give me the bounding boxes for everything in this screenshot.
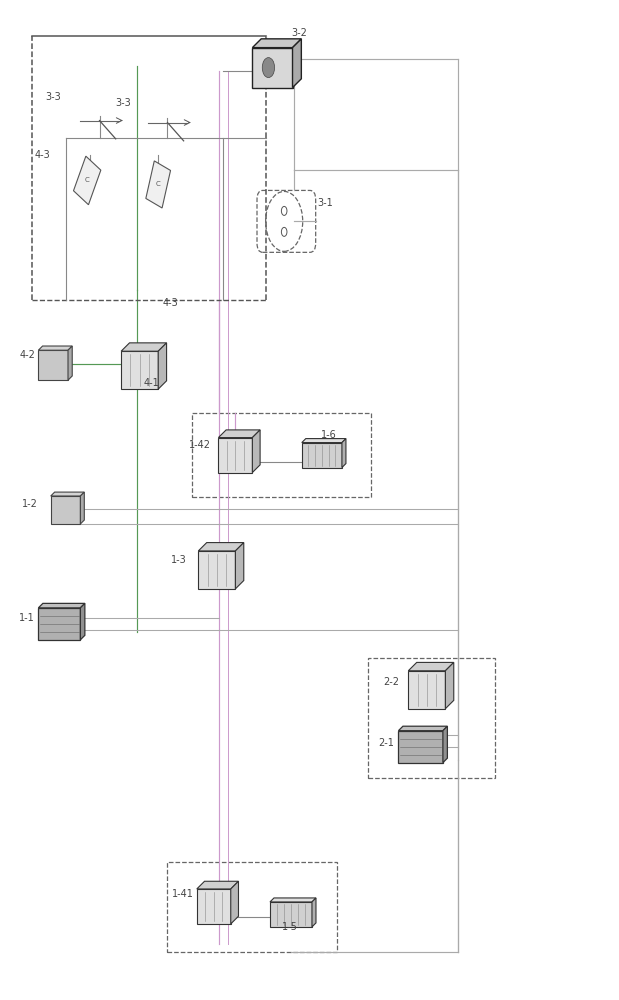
Text: 1-3: 1-3: [171, 555, 186, 565]
Polygon shape: [74, 156, 101, 205]
Text: 3-1: 3-1: [317, 198, 332, 208]
Polygon shape: [51, 492, 84, 496]
Text: 1-1: 1-1: [19, 613, 35, 623]
Polygon shape: [253, 430, 260, 473]
Polygon shape: [446, 662, 454, 709]
Polygon shape: [38, 346, 72, 350]
Polygon shape: [219, 438, 253, 473]
Polygon shape: [270, 898, 316, 902]
Text: C: C: [156, 181, 160, 187]
Text: 3-2: 3-2: [292, 28, 308, 38]
Polygon shape: [197, 889, 231, 924]
Polygon shape: [68, 346, 72, 380]
Polygon shape: [312, 898, 316, 927]
Polygon shape: [80, 603, 85, 640]
Text: 3-3: 3-3: [46, 92, 61, 102]
Polygon shape: [198, 543, 244, 551]
Polygon shape: [197, 881, 238, 889]
Polygon shape: [121, 351, 158, 389]
Polygon shape: [342, 439, 346, 468]
Polygon shape: [253, 39, 301, 48]
Polygon shape: [399, 726, 448, 731]
Text: 1-5: 1-5: [282, 922, 298, 932]
Polygon shape: [38, 608, 80, 640]
Polygon shape: [235, 543, 244, 589]
Text: 1-41: 1-41: [172, 889, 194, 899]
Text: 1-6: 1-6: [321, 430, 336, 440]
Polygon shape: [302, 439, 346, 443]
Text: 3-3: 3-3: [115, 98, 131, 108]
Polygon shape: [409, 662, 454, 671]
Polygon shape: [443, 726, 448, 763]
Text: 2-1: 2-1: [379, 738, 394, 748]
Circle shape: [262, 58, 275, 78]
Polygon shape: [80, 492, 84, 524]
Text: 4-3: 4-3: [163, 298, 178, 308]
Text: 4-2: 4-2: [19, 350, 35, 360]
Polygon shape: [146, 161, 171, 208]
Polygon shape: [293, 39, 301, 88]
Polygon shape: [51, 496, 80, 524]
Text: 1-2: 1-2: [22, 499, 38, 509]
Polygon shape: [399, 731, 443, 763]
Polygon shape: [219, 430, 260, 438]
Polygon shape: [198, 551, 235, 589]
Polygon shape: [231, 881, 238, 924]
Polygon shape: [302, 443, 342, 468]
Polygon shape: [409, 671, 446, 709]
Polygon shape: [38, 350, 68, 380]
Polygon shape: [121, 343, 167, 351]
Polygon shape: [270, 902, 312, 927]
Text: 4-3: 4-3: [35, 150, 50, 160]
Polygon shape: [253, 48, 293, 88]
Text: 1-42: 1-42: [189, 440, 211, 450]
Text: 4-1: 4-1: [144, 378, 160, 388]
Text: 2-2: 2-2: [384, 677, 400, 687]
Polygon shape: [38, 603, 85, 608]
Polygon shape: [158, 343, 167, 389]
Text: C: C: [85, 177, 90, 183]
